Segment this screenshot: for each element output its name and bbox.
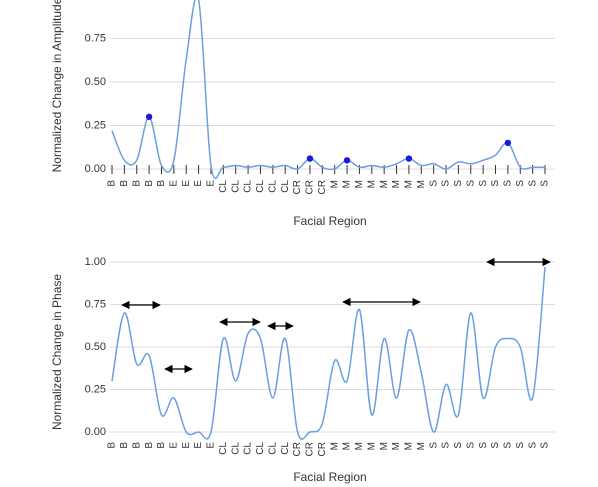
line	[111, 0, 545, 180]
y-axis-title: Normalized Change in Phase	[50, 274, 64, 430]
x-tick-label: S	[527, 442, 538, 449]
x-tick-label: M	[329, 442, 340, 450]
x-tick-label: B	[144, 442, 155, 449]
peak-marker	[306, 155, 314, 162]
x-tick-label: CR	[305, 442, 316, 456]
x-tick-label: S	[428, 442, 439, 449]
x-tick-label: B	[144, 180, 155, 187]
peak-marker	[145, 113, 153, 121]
x-tick-label: E	[181, 442, 192, 449]
y-tick-label: 0.25	[85, 383, 106, 395]
x-tick-label: S	[503, 442, 514, 449]
arrows	[121, 257, 551, 374]
x-tick-label: S	[527, 180, 538, 187]
x-tick-label: B	[131, 442, 142, 449]
x-tick-label: M	[366, 180, 377, 188]
x-tick-label: CL	[218, 180, 229, 193]
x-tick-label: M	[379, 442, 390, 450]
y-tick-label: 1.00	[85, 256, 106, 268]
x-tick-label: S	[515, 442, 526, 449]
x-axis-title: Facial Region	[293, 470, 366, 484]
x-tick-label: CL	[280, 442, 291, 455]
x-axis-title: Facial Region	[293, 214, 366, 228]
x-tick-label: CL	[280, 180, 291, 193]
x-tick-label: S	[515, 180, 526, 187]
x-tick-label: S	[465, 180, 476, 187]
x-tick-label: CR	[292, 442, 303, 456]
x-tick-label: S	[503, 180, 514, 187]
x-tick-label: M	[391, 180, 402, 188]
x-tick-label: S	[465, 442, 476, 449]
x-tick-label: B	[107, 180, 118, 187]
x-tick-label: CL	[243, 442, 254, 455]
x-tick-label: B	[119, 442, 130, 449]
y-tick-label: 0.50	[85, 341, 106, 353]
x-tick-label: M	[416, 180, 427, 188]
x-tick-label: S	[478, 442, 489, 449]
x-tick-label: B	[119, 180, 130, 187]
x-tick-label: CL	[255, 180, 266, 193]
y-tick-label: 0.75	[85, 32, 106, 44]
peak-marker	[405, 155, 413, 162]
y-tick-label: 0.75	[85, 298, 106, 310]
x-tick-label: S	[441, 442, 452, 449]
x-tick-label: E	[206, 180, 217, 187]
x-tick-label: E	[206, 442, 217, 449]
x-tick-label: M	[379, 180, 390, 188]
x-tick-label: CL	[218, 442, 229, 455]
x-tick-label: S	[490, 180, 501, 187]
chart: 0.000.250.500.751.00B B B B B E E E E CL CL CL CL CL C…	[50, 256, 555, 484]
x-tick-label: S	[453, 180, 464, 187]
x-tick-label: B	[156, 442, 167, 449]
y-axis-title: Normalized Change in Amplitude	[50, 0, 64, 172]
x-tick-label: CL	[255, 442, 266, 455]
y-tick-label: 0.50	[85, 76, 106, 88]
chart: 0.000.250.500.75B B B B B E E E E CL CL CL CL CL CL CR C…	[50, 0, 555, 228]
x-tick-label: M	[416, 442, 427, 450]
x-tick-label: M	[354, 180, 365, 188]
x-tick-label: M	[366, 442, 377, 450]
x-tick-label: B	[107, 442, 118, 449]
x-tick-label: S	[453, 442, 464, 449]
x-tick-label: S	[540, 442, 551, 449]
x-tick-label: S	[441, 180, 452, 187]
x-tick-label: CL	[243, 180, 254, 193]
x-tick-label: CL	[267, 442, 278, 455]
x-tick-label: CR	[305, 180, 316, 194]
x-tick-label: S	[478, 180, 489, 187]
peak-marker	[504, 139, 512, 147]
x-tick-label: CL	[230, 442, 241, 455]
x-tick-label: E	[193, 180, 204, 187]
x-tick-label: S	[428, 180, 439, 187]
x-tick-label: M	[342, 180, 353, 188]
y-tick-label: 0.25	[85, 119, 106, 131]
x-tick-label: S	[540, 180, 551, 187]
peak-marker	[343, 157, 351, 164]
x-tick-label: E	[168, 180, 179, 187]
x-tick-label: E	[193, 442, 204, 449]
x-tick-label: E	[181, 180, 192, 187]
y-tick-label: 0.00	[85, 163, 106, 175]
line	[111, 267, 546, 440]
x-tick-label: CR	[317, 180, 328, 194]
x-tick-label: B	[131, 180, 142, 187]
x-tick-label: M	[329, 180, 340, 188]
x-tick-label: M	[342, 442, 353, 450]
x-tick-label: CR	[292, 180, 303, 194]
x-tick-label: CL	[230, 180, 241, 193]
x-tick-label: CR	[317, 442, 328, 456]
x-tick-label: CL	[267, 180, 278, 193]
x-tick-label: M	[404, 180, 415, 188]
x-tick-label: E	[168, 442, 179, 449]
y-tick-label: 0.00	[85, 426, 106, 438]
x-tick-label: M	[404, 442, 415, 450]
x-tick-label: S	[490, 442, 501, 449]
x-tick-label: M	[354, 442, 365, 450]
x-tick-label: B	[156, 180, 167, 187]
x-tick-label: M	[391, 442, 402, 450]
